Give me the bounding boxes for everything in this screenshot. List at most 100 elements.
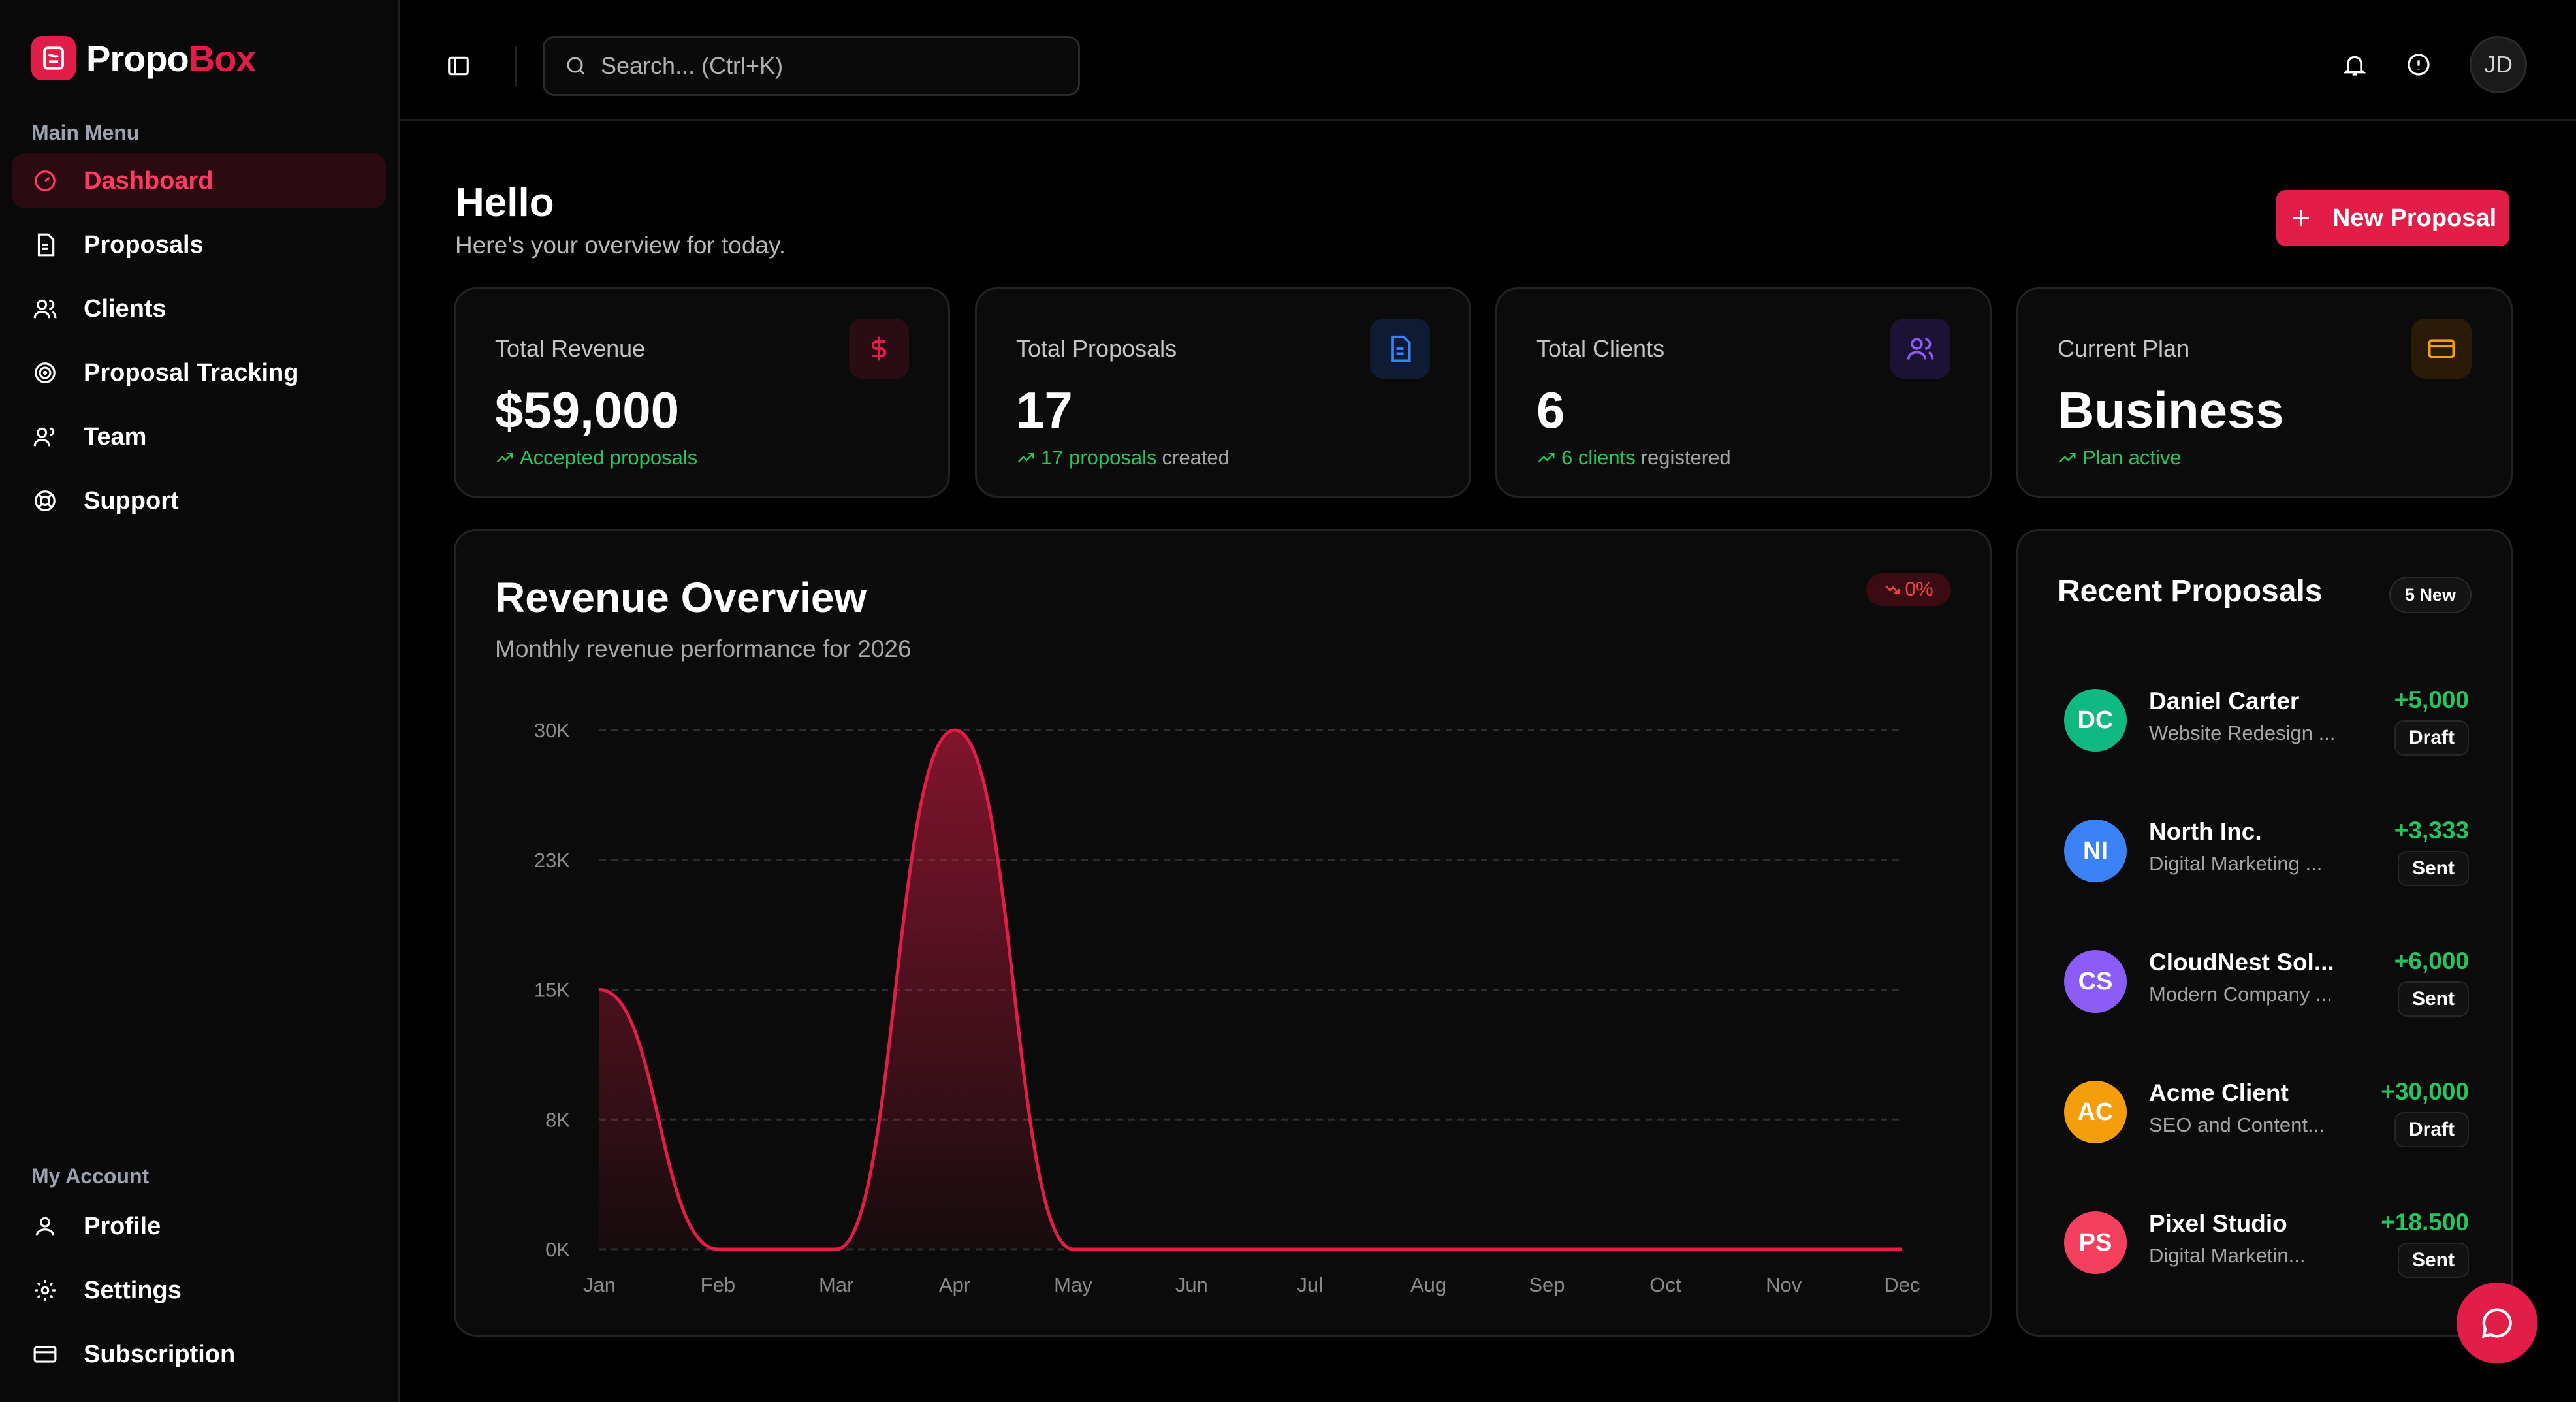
bell-icon[interactable] — [2342, 52, 2368, 78]
sidebar-item-team[interactable]: Team — [12, 409, 386, 464]
page-title: Hello — [455, 180, 554, 225]
revenue-area — [599, 730, 1902, 1249]
target-icon — [35, 362, 56, 383]
client-avatar: PS — [2064, 1211, 2127, 1274]
stat-subtext: Plan active — [2058, 446, 2187, 470]
help-icon[interactable] — [2406, 52, 2432, 78]
client-name: Pixel Studio — [2149, 1210, 2287, 1237]
y-tick-label: 30K — [534, 719, 570, 742]
y-tick-label: 15K — [534, 979, 570, 1002]
status-badge: Draft — [2394, 720, 2469, 756]
dollar-icon — [871, 336, 887, 361]
sidebar-item-label: Dashboard — [84, 167, 214, 195]
status-badge: Draft — [2394, 1112, 2469, 1147]
y-tick-label: 23K — [534, 849, 570, 872]
stat-label: Total Proposals — [1016, 335, 1177, 362]
revenue-line — [599, 728, 1902, 1251]
stat-card-proposals: Total Proposals 17 17 proposals created — [975, 287, 1471, 498]
client-name: Daniel Carter — [2149, 688, 2300, 714]
client-name: North Inc. — [2149, 818, 2262, 845]
sidebar-item-subscription[interactable]: Subscription — [12, 1327, 386, 1382]
proposal-amount: +30,000 — [2381, 1078, 2469, 1105]
x-tick-label: Oct — [1649, 1273, 1681, 1296]
gauge-icon — [35, 170, 56, 191]
proposal-list-item[interactable]: NI North Inc. Digital Marketing ... +3,333 S… — [2064, 812, 2469, 890]
sidebar: PropoBox Main Menu Dashboard Proposals C… — [0, 0, 400, 1402]
topbar-actions: JD — [2342, 36, 2527, 93]
avatar[interactable]: JD — [2470, 36, 2527, 93]
status-badge: Sent — [2397, 981, 2469, 1017]
sidebar-item-proposal-tracking[interactable]: Proposal Tracking — [12, 345, 386, 400]
search-icon — [567, 57, 585, 75]
stat-card-revenue: Total Revenue $59,000 Accepted proposals — [454, 287, 950, 498]
client-avatar: AC — [2064, 1081, 2127, 1143]
x-tick-label: Jul — [1297, 1273, 1323, 1296]
trend-badge: 0% — [1866, 573, 1951, 606]
sidebar-item-support[interactable]: Support — [12, 473, 386, 528]
sidebar-item-proposals[interactable]: Proposals — [12, 217, 386, 272]
sidebar-item-settings[interactable]: Settings — [12, 1263, 386, 1318]
proposal-amount: +5,000 — [2394, 686, 2469, 713]
stat-card-plan: Current Plan Business Plan active — [2016, 287, 2513, 498]
credit-card-icon — [33, 1346, 57, 1363]
revenue-title: Revenue Overview — [495, 574, 867, 621]
topbar: JD — [400, 0, 2576, 121]
stat-value: Business — [2058, 381, 2284, 439]
new-count-badge: 5 New — [2389, 577, 2472, 613]
search-input[interactable] — [601, 52, 1058, 80]
chat-icon — [2481, 1308, 2512, 1339]
search-box[interactable] — [543, 36, 1080, 96]
sidebar-item-profile[interactable]: Profile — [12, 1199, 386, 1254]
users-icon — [33, 299, 57, 319]
proposal-description: Digital Marketin... — [2149, 1244, 2306, 1267]
client-avatar: CS — [2064, 950, 2127, 1013]
stat-icon-box — [1890, 319, 1950, 379]
stat-value: 17 — [1016, 381, 1073, 439]
sidebar-item-label: Subscription — [84, 1340, 236, 1368]
proposal-list-item[interactable]: CS CloudNest Sol... Modern Company ... +6,0… — [2064, 942, 2469, 1021]
stat-subtext: Accepted proposals — [495, 446, 703, 470]
proposal-amount: +18.500 — [2381, 1209, 2469, 1235]
account-nav: Profile Settings Subscription — [12, 1199, 386, 1391]
client-avatar: NI — [2064, 820, 2127, 882]
topbar-divider — [515, 46, 517, 86]
recent-proposals-title: Recent Proposals — [2058, 574, 2323, 609]
recent-proposals-card: Recent Proposals 5 New DC Daniel Carter We… — [2016, 529, 2513, 1337]
x-tick-label: Mar — [819, 1273, 853, 1296]
team-icon — [33, 427, 55, 447]
main-menu-label: Main Menu — [31, 121, 140, 144]
propobox-logo-icon — [31, 36, 76, 80]
x-tick-label: Aug — [1410, 1273, 1446, 1296]
sidebar-item-label: Clients — [84, 295, 167, 323]
sidebar-item-label: Profile — [84, 1212, 161, 1240]
stat-label: Current Plan — [2058, 335, 2190, 362]
sidebar-item-label: Settings — [84, 1276, 182, 1304]
proposal-list-item[interactable]: AC Acme Client SEO and Content... +30,000 Dr… — [2064, 1073, 2469, 1151]
new-proposal-label: New Proposal — [2332, 204, 2497, 232]
status-badge: Sent — [2397, 1243, 2469, 1278]
user-icon — [35, 1217, 55, 1236]
stat-subtext: 6 clients registered — [1536, 446, 1731, 470]
sidebar-item-dashboard[interactable]: Dashboard — [12, 153, 386, 208]
proposal-list-item[interactable]: DC Daniel Carter Website Redesign ... +5,00… — [2064, 681, 2469, 759]
chat-button[interactable] — [2457, 1283, 2537, 1363]
proposal-description: Website Redesign ... — [2149, 722, 2336, 744]
revenue-card: Revenue Overview Monthly revenue perform… — [454, 529, 1992, 1337]
new-proposal-button[interactable]: New Proposal — [2276, 190, 2509, 246]
stat-card-clients: Total Clients 6 6 clients registered — [1495, 287, 1992, 498]
x-tick-label: Jun — [1175, 1273, 1208, 1296]
x-tick-label: Dec — [1884, 1273, 1920, 1296]
proposal-amount: +6,000 — [2394, 948, 2469, 974]
stat-subtext: 17 proposals created — [1016, 446, 1230, 470]
client-name: Acme Client — [2149, 1079, 2289, 1106]
stat-value: $59,000 — [495, 381, 679, 439]
revenue-subtitle: Monthly revenue performance for 2026 — [495, 635, 912, 662]
x-tick-label: Apr — [939, 1273, 970, 1296]
brand-logo[interactable]: PropoBox — [31, 36, 257, 80]
client-name: CloudNest Sol... — [2149, 949, 2334, 976]
proposal-list-item[interactable]: PS Pixel Studio Digital Marketin... +18.500… — [2064, 1203, 2469, 1282]
stat-icon-box — [1370, 319, 1430, 379]
sidebar-toggle-icon[interactable] — [446, 54, 471, 78]
sidebar-item-clients[interactable]: Clients — [12, 281, 386, 336]
credit-card-icon — [2428, 339, 2455, 358]
